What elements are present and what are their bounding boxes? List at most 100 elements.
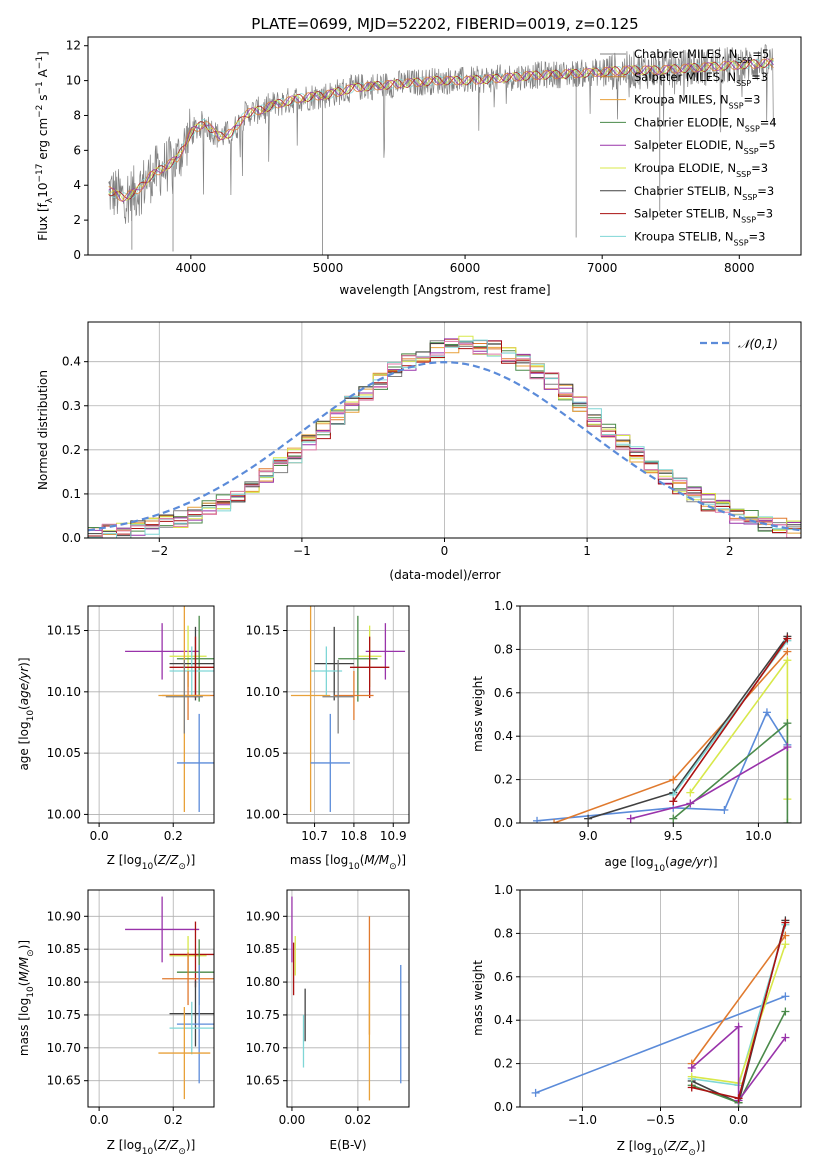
y-tick-label: 10.90 [246,909,280,923]
legend-label: Kroupa STELIB, NSSP=3 [634,229,765,247]
x-axis-label: age [log10(age/yr)] [604,855,717,874]
x-tick-label: −0.5 [646,1113,675,1127]
legend-label: Salpeter STELIB, NSSP=3 [634,207,773,225]
x-tick-label: 0.00 [279,1113,306,1127]
y-axis-label: mass [log10(M/M⊙)] [17,940,36,1056]
y-tick-label: 10.85 [246,942,280,956]
legend: Chabrier MILES, NSSP=5 Salpeter MILES, NS… [600,47,777,247]
mass-weight-line [553,651,788,823]
axes-age_vs_Z: 0.0 0.2 10.00 10.05 10.10 10.15 Z [log10(Z/Z⊙)… [17,605,215,872]
x-tick-label: −1.0 [568,1113,597,1127]
x-tick-label: 0.2 [164,1113,183,1127]
mass-weight-line [535,995,786,1094]
y-axis-label: Normed distribution [36,370,50,490]
x-tick-label: −1 [293,544,311,558]
y-tick-label: 0.6 [494,686,513,700]
legend-label: Chabrier STELIB, NSSP=3 [634,184,774,202]
y-tick-label: 0.0 [494,816,513,830]
legend-label: Salpeter ELODIE, NSSP=5 [634,138,776,156]
axes-mass_weight_vs_age: 9.0 9.5 10.0 0.0 0.2 0.4 0.6 0.8 1.0 age [log10(a… [471,599,802,874]
y-tick-label: 0.2 [494,773,513,787]
y-tick-label: 10.90 [47,909,81,923]
y-tick-label: 10 [66,74,81,88]
x-tick-label: 5000 [313,261,344,275]
axes-residuals: −2 −1 0 1 2 0.0 0.1 0.2 0.3 0.4 𝒩(0,1) (data-model)… [36,321,802,582]
chart-layer: 4000 5000 6000 7000 8000024681012wavelength … [17,36,802,1158]
y-tick-label: 0.2 [62,443,81,457]
legend-label: Chabrier ELODIE, NSSP=4 [634,115,777,132]
y-tick-label: 0.4 [62,355,81,369]
y-tick-label: 10.10 [47,685,81,699]
plot-area-mass_weight_vs_Z [531,916,790,1107]
y-tick-label: 1.0 [494,883,513,897]
x-tick-label: 6000 [450,261,481,275]
x-axis-label: Z [log10(Z/Z⊙)] [617,1139,706,1158]
x-tick-label: 8000 [724,261,755,275]
model-spectrum-line [108,58,774,199]
y-tick-label: 10.10 [246,685,280,699]
axes-frame [87,889,215,1108]
legend-label: Salpeter MILES, NSSP=3 [634,70,768,88]
y-axis-label: age [log10(age/yr)] [17,657,36,770]
y-tick-label: 10.00 [47,807,81,821]
y-tick-label: 1.0 [494,599,513,613]
mass-weight-line [672,638,789,802]
legend-label: Chabrier MILES, NSSP=5 [634,47,769,65]
x-tick-label: 10.7 [301,829,328,843]
y-tick-label: 10.00 [246,807,280,821]
axes-spectrum: 4000 5000 6000 7000 8000 0 2 4 6 8 10 12 wavelength … [35,36,802,297]
x-axis-label: wavelength [Angstrom, rest frame] [339,283,550,297]
x-tick-label: 0.2 [164,829,183,843]
x-tick-label: 10.0 [745,829,772,843]
y-tick-label: 12 [66,39,81,53]
normal-curve-line [88,360,801,532]
plot-area-mass_vs_Z [125,896,214,1100]
axes-frame [87,605,215,824]
y-tick-label: 0.0 [494,1100,513,1114]
axes-mass_vs_Z: 0.0 0.2 10.65 10.70 10.75 10.80 10.85 10.90 Z [l… [17,889,215,1157]
mass-weight-line [691,935,787,1065]
model-spectrum-line [108,58,774,201]
histogram-step [88,340,801,538]
mass-weight-line [630,746,788,820]
mass-weight-line [536,710,789,822]
x-tick-label: 10.9 [380,829,407,843]
plot-area-mass_weight_vs_age [533,632,792,823]
y-tick-label: 10.05 [246,746,280,760]
x-tick-label: 4000 [176,261,207,275]
x-tick-label: 9.0 [579,829,598,843]
y-tick-label: 0.0 [62,531,81,545]
x-tick-label: 10.8 [341,829,368,843]
axes-frame [87,36,802,256]
y-tick-label: 0.3 [62,399,81,413]
x-axis-label: mass [log10(M/M⊙)] [290,853,406,872]
axes-frame [286,605,410,824]
plot-area-mass_vs_EBV [291,896,402,1101]
plot-area-age_vs_Z [125,606,214,812]
mass-weight-line [587,635,789,820]
y-axis-label: mass weight [471,676,485,752]
figure-title: PLATE=0699, MJD=52202, FIBERID=0019, z=0… [251,15,638,33]
y-tick-label: 10.85 [47,942,81,956]
axes-mass_weight_vs_Z: −1.0 −0.5 0.0 0.0 0.2 0.4 0.6 0.8 1.0 Z [log10(Z/… [471,883,802,1158]
y-tick-label: 10.80 [47,975,81,989]
axes-frame [286,889,410,1108]
y-tick-label: 0.8 [494,926,513,940]
y-tick-label: 10.75 [246,1008,280,1022]
plot-area-age_vs_mass [290,606,406,812]
axes-frame [519,605,802,824]
y-tick-label: 10.65 [246,1074,280,1088]
axes-age_vs_mass: 10.7 10.8 10.9 10.00 10.05 10.10 10.15 mass [lo… [246,605,410,872]
y-tick-label: 8 [73,108,81,122]
x-tick-label: 0.0 [729,1113,748,1127]
mass-weight-line [691,1024,787,1103]
y-tick-label: 10.65 [47,1074,81,1088]
x-tick-label: 0 [441,544,449,558]
y-tick-label: 0.4 [494,1013,513,1027]
model-spectrum-line [108,58,774,203]
y-tick-label: 10.75 [47,1008,81,1022]
x-tick-label: 1 [583,544,591,558]
y-axis-label: Flux [fλ10−17 erg cm−2 s−1 A−1] [35,51,55,241]
y-axis-label: mass weight [471,960,485,1036]
x-tick-label: 0.0 [90,829,109,843]
